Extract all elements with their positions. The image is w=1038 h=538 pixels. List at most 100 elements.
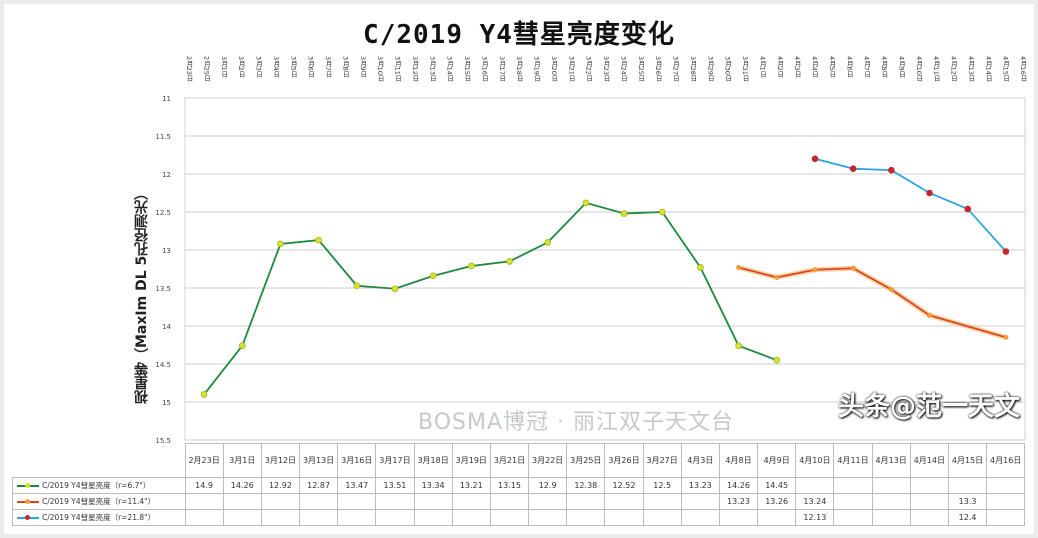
table-cell: 13.23 bbox=[680, 477, 720, 494]
table-cell bbox=[833, 493, 873, 510]
legend-entry: C/2019 Y4彗星亮度（r=6.7"） bbox=[12, 477, 186, 494]
table-cell bbox=[757, 509, 797, 526]
top-date-label: 3月3日 bbox=[255, 56, 263, 78]
y-tick-label: 12.5 bbox=[155, 209, 171, 217]
table-cell bbox=[680, 493, 720, 510]
top-date-label: 4月4日 bbox=[811, 56, 819, 78]
table-cell: 12.9 bbox=[528, 477, 568, 494]
legend-label: C/2019 Y4彗星亮度（r=6.7"） bbox=[42, 481, 151, 490]
top-date-label: 4月9日 bbox=[897, 56, 905, 78]
table-cell bbox=[413, 493, 453, 510]
table-cell bbox=[375, 493, 415, 510]
y-tick-label: 15.5 bbox=[155, 437, 171, 445]
data-point bbox=[200, 391, 208, 398]
data-point bbox=[811, 155, 819, 163]
table-header-cell: 3月19日 bbox=[451, 443, 491, 478]
table-header-cell: 4月11日 bbox=[833, 443, 873, 478]
legend-swatch bbox=[17, 499, 39, 504]
data-point bbox=[735, 342, 742, 350]
table-cell bbox=[909, 477, 949, 494]
table-cell bbox=[337, 493, 377, 510]
data-point bbox=[658, 208, 666, 216]
top-date-label: 3月20日 bbox=[550, 56, 558, 83]
table-header-cell: 3月21日 bbox=[489, 443, 530, 478]
table-header-cell: 3月18日 bbox=[413, 443, 453, 478]
table-cell bbox=[833, 509, 873, 526]
top-date-label: 3月2日 bbox=[237, 56, 245, 78]
top-date-label: 3月8日 bbox=[341, 56, 349, 78]
table-cell bbox=[986, 477, 1026, 494]
data-point bbox=[468, 262, 475, 270]
legend-swatch bbox=[17, 515, 39, 520]
data-point bbox=[1002, 248, 1010, 255]
top-date-label: 3月5日 bbox=[289, 56, 297, 78]
table-cell bbox=[871, 509, 911, 526]
top-date-label: 3月11日 bbox=[394, 56, 402, 83]
y-tick-label: 14 bbox=[162, 323, 171, 331]
table-cell bbox=[871, 493, 911, 510]
top-date-label: 3月18日 bbox=[515, 56, 523, 83]
table-cell: 13.23 bbox=[718, 493, 759, 510]
top-date-label: 2月23日 bbox=[185, 56, 193, 83]
top-date-label: 3月12日 bbox=[411, 56, 419, 83]
table-cell bbox=[986, 509, 1026, 526]
data-point bbox=[812, 267, 818, 273]
table-cell: 13.47 bbox=[337, 477, 377, 494]
legend-swatch bbox=[17, 483, 39, 488]
top-date-label: 3月29日 bbox=[706, 56, 714, 83]
top-date-label: 4月3日 bbox=[793, 56, 801, 78]
table-header-cell: 3月25日 bbox=[566, 443, 606, 478]
top-date-label: 3月13日 bbox=[428, 56, 436, 83]
table-cell: 14.26 bbox=[222, 477, 262, 494]
table-cell bbox=[986, 493, 1026, 510]
data-point bbox=[1003, 334, 1009, 340]
data-point bbox=[544, 239, 552, 246]
table-corner bbox=[13, 444, 186, 478]
top-date-label: 4月2日 bbox=[776, 56, 784, 78]
table-header-cell: 3月16日 bbox=[337, 443, 377, 478]
top-date-label: 4月16日 bbox=[1019, 56, 1027, 83]
table-cell bbox=[947, 477, 988, 494]
data-point bbox=[353, 282, 361, 290]
table-cell: 12.92 bbox=[260, 477, 301, 494]
table-header-cell: 4月14日 bbox=[909, 443, 949, 478]
top-date-label: 3月21日 bbox=[567, 56, 575, 83]
data-point bbox=[620, 210, 628, 217]
y-tick-label: 12 bbox=[162, 171, 171, 179]
top-date-label: 3月1日 bbox=[220, 56, 228, 78]
data-point bbox=[506, 258, 513, 265]
table-header-cell: 2月23日 bbox=[184, 443, 224, 478]
top-date-label: 3月14日 bbox=[446, 56, 454, 83]
table-cell bbox=[299, 493, 339, 510]
table-cell bbox=[604, 509, 644, 526]
top-date-label: 4月13日 bbox=[967, 56, 975, 83]
top-date-label: 4月1日 bbox=[758, 56, 766, 78]
table-cell: 12.52 bbox=[604, 477, 644, 494]
series-line bbox=[814, 157, 1007, 253]
table-cell bbox=[375, 509, 415, 526]
table-cell: 12.4 bbox=[947, 509, 988, 526]
table-cell bbox=[718, 509, 759, 526]
data-table: 2月23日 3月1日 3月12日 3月13日 3月16日 3月17日 3月18日 3月19日 3… bbox=[12, 443, 1026, 526]
top-date-label: 4月6日 bbox=[845, 56, 853, 78]
chart-title: C/2019 Y4彗星亮度变化 bbox=[363, 20, 675, 50]
table-cell bbox=[184, 493, 224, 510]
table-header-cell: 3月22日 bbox=[528, 443, 568, 478]
top-date-label: 3月10日 bbox=[376, 56, 384, 83]
table-cell bbox=[260, 493, 301, 510]
table-cell: 12.5 bbox=[642, 477, 682, 494]
table-cell: 14.9 bbox=[184, 477, 224, 494]
top-date-label: 3月6日 bbox=[307, 56, 315, 78]
data-point bbox=[774, 274, 780, 280]
top-date-label: 4月14日 bbox=[984, 56, 992, 83]
data-point bbox=[277, 240, 284, 248]
table-cell bbox=[528, 493, 568, 510]
top-date-label: 3月26日 bbox=[654, 56, 662, 83]
table-header-cell: 3月17日 bbox=[375, 443, 415, 478]
top-date-label: 3月19日 bbox=[533, 56, 541, 83]
top-date-label: 3月7日 bbox=[324, 56, 332, 78]
data-point bbox=[850, 265, 856, 271]
table-cell: 12.38 bbox=[566, 477, 606, 494]
table-cell: 13.24 bbox=[795, 493, 835, 510]
